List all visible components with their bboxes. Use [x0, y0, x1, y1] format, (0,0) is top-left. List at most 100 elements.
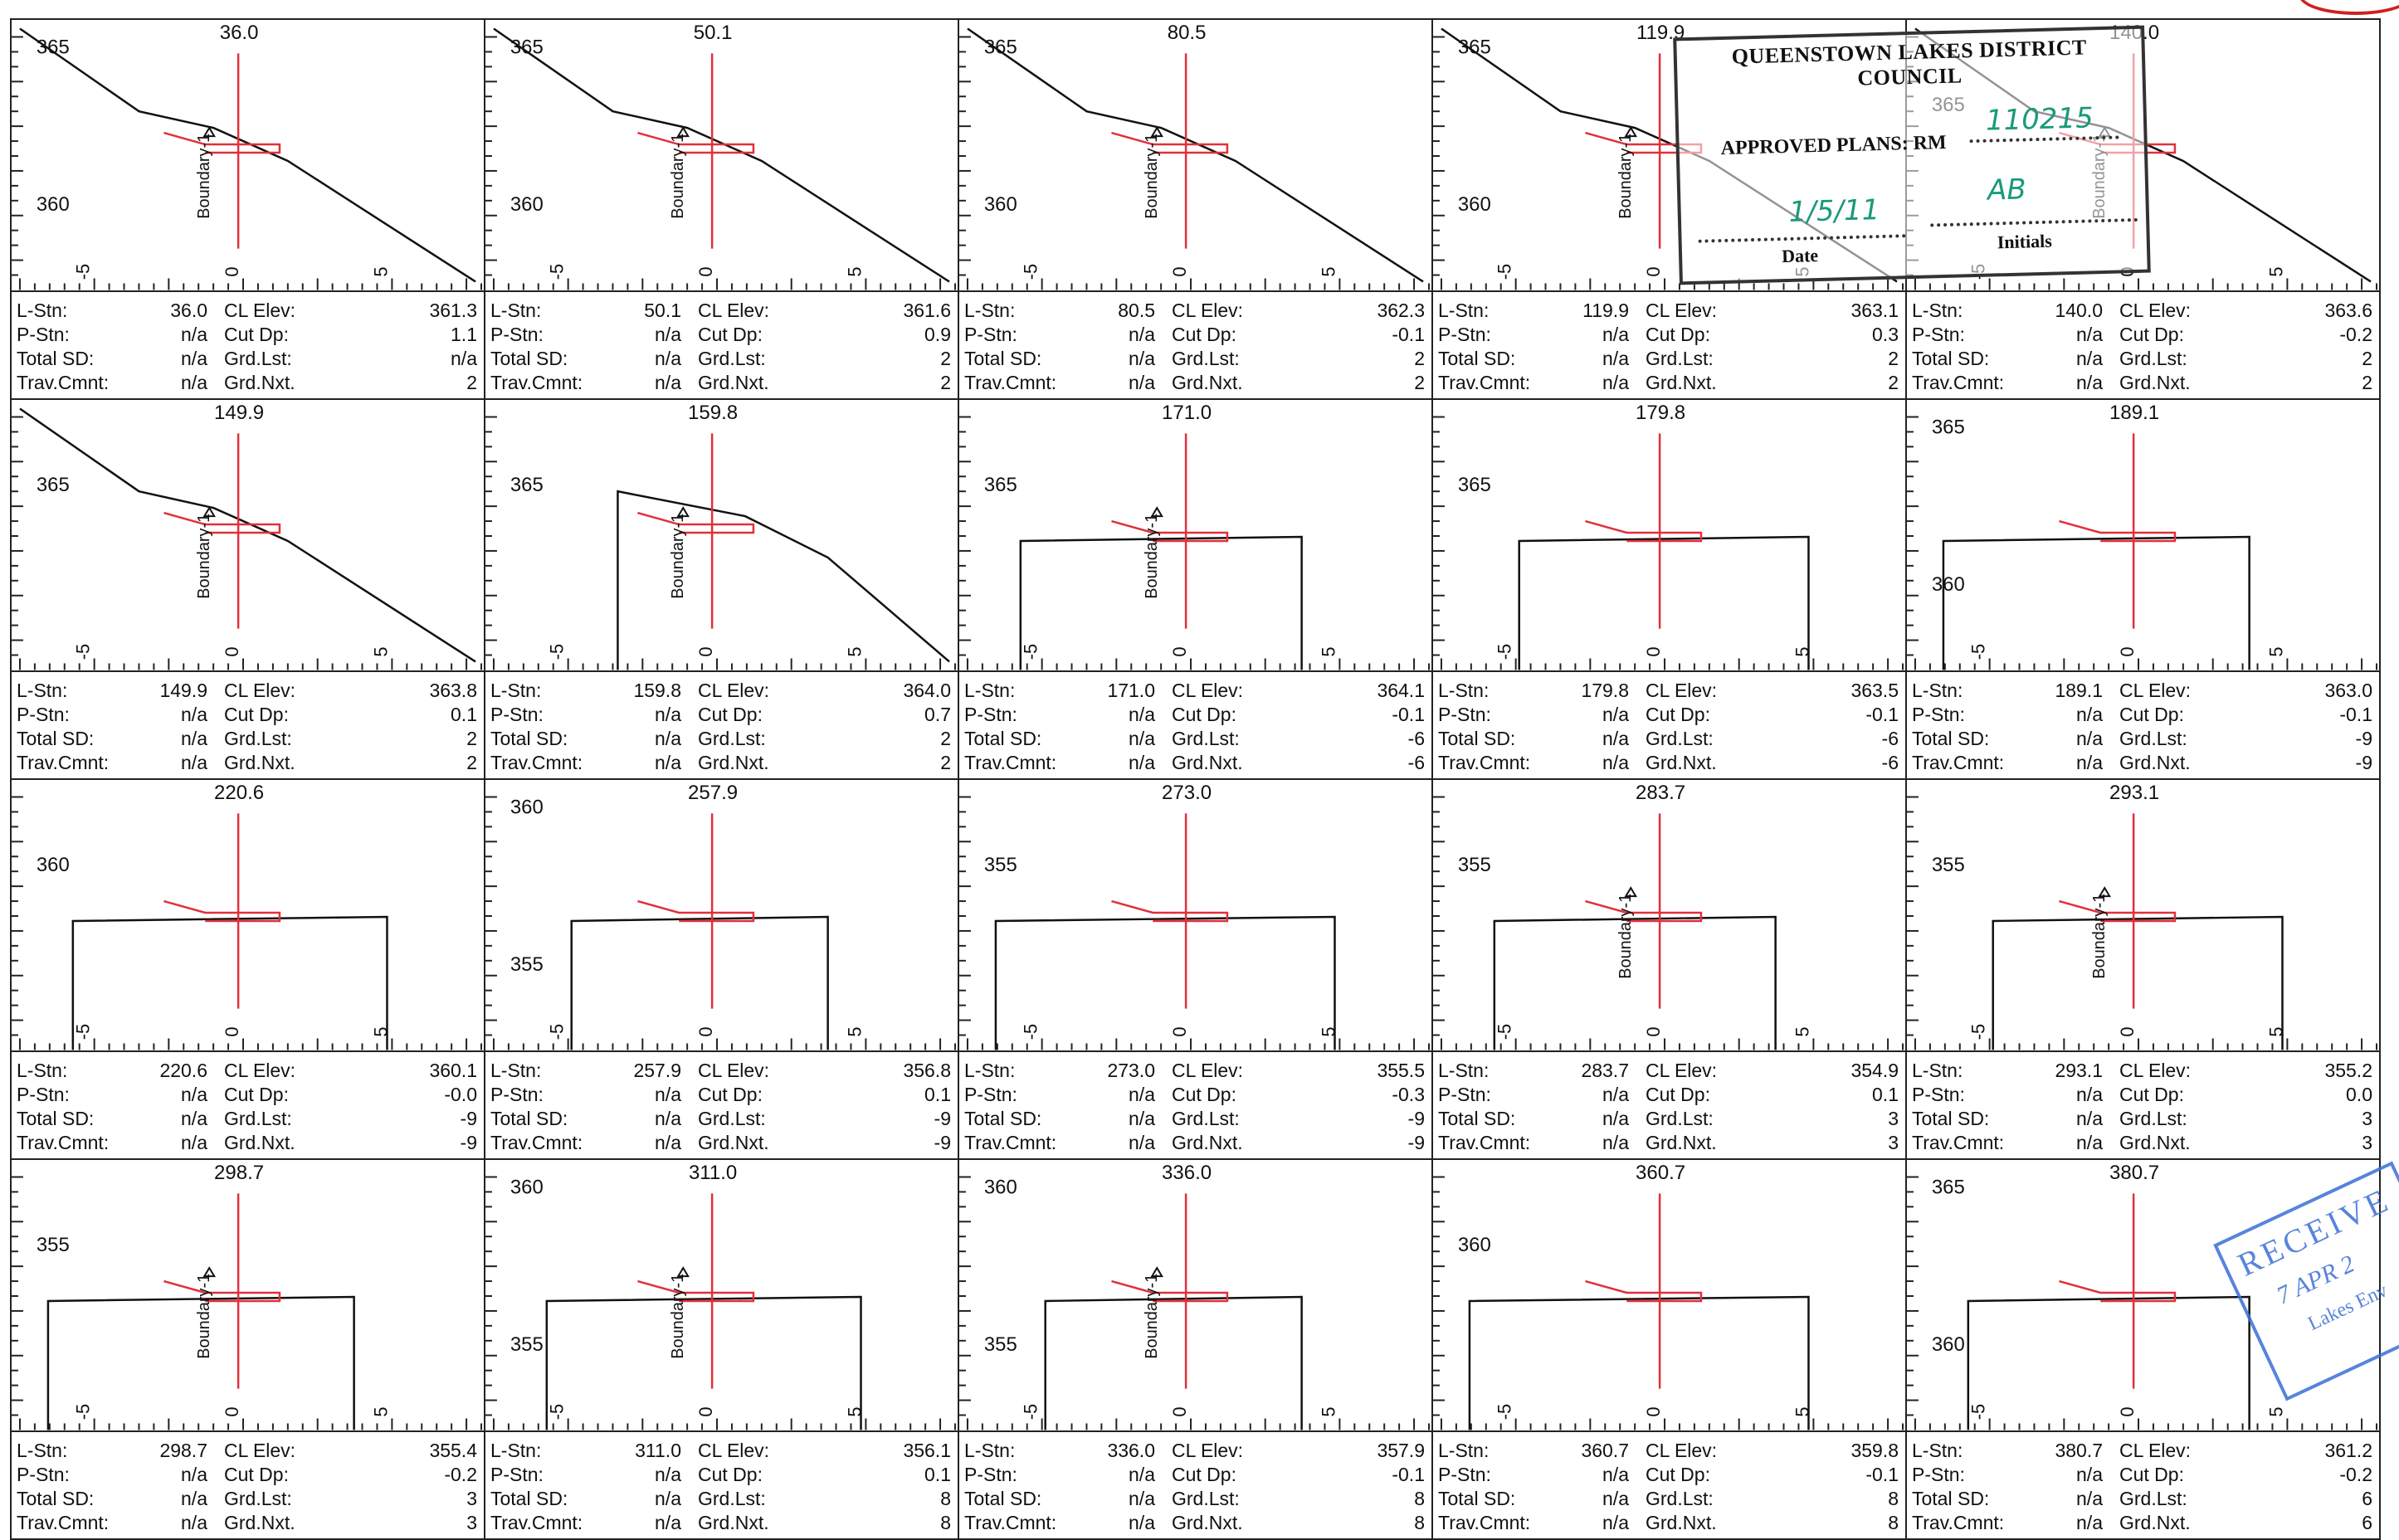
info-value: 355.4: [429, 1440, 477, 1461]
info-value: 0.3: [1872, 324, 1899, 345]
info-value: n/a: [181, 1084, 207, 1105]
info-value: 8: [1888, 1488, 1899, 1509]
info-value: 2: [1888, 372, 1899, 393]
info-key: Total SD:: [1912, 348, 1990, 369]
info-value: -9: [2355, 752, 2372, 773]
section-drawing: 360 355 -5 0 5 Boundary-1: [485, 1176, 957, 1430]
info-value: 360.7: [1581, 1440, 1629, 1461]
offset-label: 0: [1643, 1026, 1664, 1036]
info-row: P-Stn: n/a Cut Dp: 0.0: [1912, 1083, 2374, 1106]
boundary-marker-icon: [1150, 126, 1163, 138]
section-plot: 365 360 -5 0 5 Boundary-1 50.1: [485, 20, 958, 292]
elevation-label: 360: [1932, 573, 1965, 596]
info-row: L-Stn: 171.0 CL Elev: 364.1: [964, 679, 1426, 702]
elevation-label: 365: [984, 474, 1017, 496]
info-row: Total SD: n/a Grd.Lst: 8: [1438, 1487, 1900, 1510]
offset-label: -5: [1021, 264, 1041, 280]
ground-profile: [19, 407, 476, 663]
info-value: n/a: [1129, 1084, 1155, 1105]
info-row: P-Stn: n/a Cut Dp: 0.1: [1438, 1083, 1900, 1106]
info-key: Grd.Nxt.: [224, 1132, 295, 1153]
info-value: 8: [940, 1512, 951, 1533]
info-value: 0.7: [924, 704, 951, 725]
section-plot: 360 355 -5 0 5 Boundary-1 311.0: [485, 1160, 958, 1432]
info-row: P-Stn: n/a Cut Dp: -0.1: [964, 323, 1426, 346]
boundary-marker-icon: [1150, 506, 1163, 518]
info-key: CL Elev:: [2119, 1060, 2192, 1081]
info-row: L-Stn: 257.9 CL Elev: 356.8: [490, 1059, 953, 1082]
info-value: 6: [2362, 1488, 2372, 1509]
info-key: L-Stn:: [1912, 1060, 1963, 1081]
offset-label: 5: [370, 1026, 391, 1036]
info-value: -0.1: [2339, 704, 2372, 725]
offset-label: 5: [844, 1026, 865, 1036]
offset-label: 5: [370, 646, 391, 656]
station-label: 149.9: [214, 402, 265, 424]
info-row: Total SD: n/a Grd.Lst: 2: [17, 727, 479, 750]
design-profile: [163, 511, 281, 534]
info-value: 363.8: [429, 680, 477, 701]
stamp-approved-plans: APPROVED PLANS: RM: [1720, 131, 1947, 160]
info-key: L-Stn:: [490, 1060, 542, 1081]
info-key: Trav.Cmnt:: [1438, 372, 1531, 393]
info-key: Cut Dp:: [224, 324, 289, 345]
elevation-label: 365: [510, 36, 544, 58]
info-value: 354.9: [1850, 1060, 1899, 1081]
info-value: n/a: [655, 1132, 681, 1153]
info-key: Total SD:: [1438, 1108, 1516, 1129]
info-key: Trav.Cmnt:: [964, 752, 1057, 773]
info-key: Trav.Cmnt:: [1912, 372, 2005, 393]
info-value: 0.1: [924, 1464, 951, 1485]
boundary-marker-icon: [1624, 126, 1637, 138]
info-value: n/a: [2076, 1512, 2103, 1533]
section-drawing: 365 -5 0 5: [1433, 416, 1904, 670]
info-key: Total SD:: [1912, 728, 1990, 749]
info-value: n/a: [1129, 348, 1155, 369]
info-key: Cut Dp:: [1646, 704, 1710, 725]
elevation-label: 360: [510, 796, 544, 818]
info-value: n/a: [181, 1512, 207, 1533]
offset-label: 0: [1169, 1026, 1190, 1036]
info-row: L-Stn: 283.7 CL Elev: 354.9: [1438, 1059, 1900, 1082]
info-row: Trav.Cmnt: n/a Grd.Nxt. -9: [17, 1131, 479, 1154]
info-key: Grd.Nxt.: [698, 752, 769, 773]
offset-label: -5: [1968, 1024, 1989, 1040]
info-value: 363.1: [1850, 300, 1899, 321]
info-value: 283.7: [1581, 1060, 1629, 1081]
section-plot: 365 -5 0 5 179.8: [1433, 400, 1905, 672]
section-drawing: 365 360 -5 0 5 Boundary-1: [12, 27, 483, 290]
info-key: Trav.Cmnt:: [17, 372, 110, 393]
section-drawing: 360 -5 0 5: [1433, 1176, 1904, 1430]
section-plot: 355 -5 0 5 Boundary-1 293.1: [1907, 780, 2379, 1052]
info-value: n/a: [1602, 348, 1629, 369]
info-key: Grd.Nxt.: [224, 372, 295, 393]
info-key: Grd.Lst:: [1172, 1108, 1240, 1129]
info-row: Trav.Cmnt: n/a Grd.Nxt. 8: [964, 1511, 1426, 1534]
info-value: n/a: [2076, 1488, 2103, 1509]
station-label: 171.0: [1162, 402, 1212, 424]
info-key: L-Stn:: [964, 1060, 1016, 1081]
info-key: Grd.Lst:: [224, 348, 292, 369]
info-key: Grd.Nxt.: [1172, 1132, 1243, 1153]
info-value: 8: [940, 1488, 951, 1509]
info-value: 293.1: [2055, 1060, 2103, 1081]
info-value: 298.7: [159, 1440, 207, 1461]
info-value: 336.0: [1107, 1440, 1155, 1461]
info-value: 273.0: [1107, 1060, 1155, 1081]
info-value: -9: [934, 1132, 951, 1153]
offset-label: 0: [222, 1406, 242, 1416]
elevation-label: 365: [1932, 1176, 1965, 1198]
section-plot: 365 -5 0 5 Boundary-1 159.8: [485, 400, 958, 672]
info-value: 362.3: [1377, 300, 1425, 321]
info-row: Total SD: n/a Grd.Lst: 2: [964, 347, 1426, 370]
elevation-label: 365: [1932, 416, 1965, 438]
section-drawing: 360 355 -5 0 5: [485, 796, 957, 1050]
offset-label: 5: [1792, 1406, 1812, 1416]
info-value: n/a: [2076, 1464, 2103, 1485]
info-row: Total SD: n/a Grd.Lst: 2: [490, 347, 953, 370]
info-value: 363.6: [2324, 300, 2372, 321]
info-key: Grd.Nxt.: [224, 1512, 295, 1533]
info-value: n/a: [2076, 1084, 2103, 1105]
section-panel: 365 360 -5 0 5 Boundary-1 80.5 L-Stn: 80.5 CL Ele…: [958, 18, 1433, 400]
offset-label: 5: [1792, 1026, 1812, 1036]
